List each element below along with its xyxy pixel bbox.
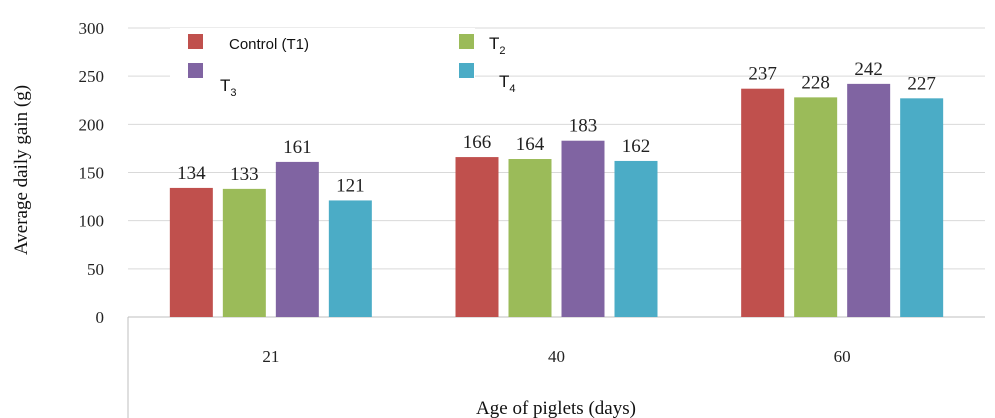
y-tick-label: 100 — [79, 212, 105, 231]
bar — [328, 200, 372, 317]
data-label: 161 — [283, 137, 312, 158]
x-tick-label: 60 — [834, 347, 851, 366]
axes — [127, 316, 985, 418]
data-label: 227 — [907, 73, 936, 94]
legend-swatch — [459, 63, 474, 78]
data-label: 183 — [569, 116, 598, 137]
x-axis-title: Age of piglets (days) — [476, 398, 636, 418]
y-tick-label: 150 — [79, 164, 105, 183]
bar — [794, 97, 838, 317]
y-axis-title: Average daily gain (g) — [11, 85, 32, 255]
bar — [847, 83, 891, 317]
x-tick-label: 21 — [262, 347, 279, 366]
bar — [508, 159, 552, 317]
y-tick-label: 300 — [79, 19, 105, 38]
y-axis-ticks: 0 50 100 150 200 250 300 — [79, 19, 105, 327]
data-label: 133 — [230, 164, 259, 185]
x-axis-ticks: 21 40 60 — [262, 347, 850, 366]
data-label: 134 — [177, 163, 206, 184]
x-tick-label: 40 — [548, 347, 565, 366]
bar — [614, 160, 658, 317]
bar — [741, 88, 785, 317]
legend-swatch — [459, 34, 474, 49]
y-tick-label: 50 — [87, 260, 104, 279]
data-label: 242 — [854, 59, 883, 80]
data-label: 164 — [516, 134, 545, 155]
y-tick-label: 250 — [79, 67, 105, 86]
legend-swatch — [188, 63, 203, 78]
data-labels: 134 133 161 121 166 164 183 162 237 228 242 227 — [177, 59, 936, 197]
bar — [169, 187, 213, 317]
data-label: 237 — [748, 64, 777, 85]
data-label: 162 — [622, 136, 651, 157]
bar — [222, 188, 266, 317]
bar — [900, 98, 944, 317]
bar — [455, 157, 499, 317]
legend-label: T4 — [499, 72, 516, 95]
legend-label: T3 — [220, 76, 237, 99]
legend: Control (T1) T2 T3 T4 — [170, 28, 516, 100]
bar — [275, 161, 319, 317]
data-label: 121 — [336, 175, 365, 196]
legend-label: Control (T1) — [229, 36, 309, 53]
legend-swatch — [188, 34, 203, 49]
bar — [561, 140, 605, 317]
y-tick-label: 200 — [79, 115, 105, 134]
bars — [169, 83, 944, 317]
data-label: 166 — [463, 132, 492, 153]
y-tick-label: 0 — [96, 308, 105, 327]
data-label: 228 — [801, 72, 830, 93]
legend-background — [170, 28, 475, 100]
legend-label: T2 — [489, 34, 506, 57]
